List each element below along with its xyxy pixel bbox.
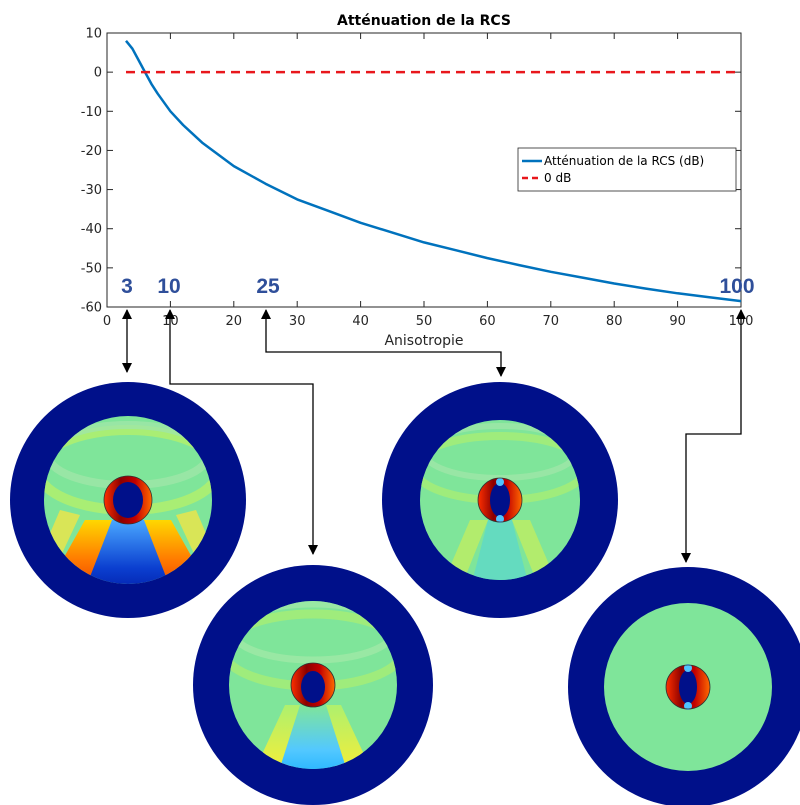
x-tick-label: 90 [669,314,686,329]
y-tick-label: -50 [81,261,102,276]
x-axis-label: Anisotropie [384,333,463,349]
x-tick-label: 30 [289,314,306,329]
y-tick-label: -60 [81,301,102,316]
arrow-10 [165,309,318,555]
legend: Atténuation de la RCS (dB) 0 dB [517,147,737,192]
arrow-25 [261,309,506,377]
marker-label-25: 25 [256,275,280,298]
connector-arrows [122,309,746,563]
marker-label-3: 3 [121,275,133,298]
marker-label-100: 100 [719,275,754,298]
x-tick-label: 50 [416,314,433,329]
y-tick-label: -10 [81,105,102,120]
x-tick-label: 40 [352,314,369,329]
x-tick-label: 80 [606,314,623,329]
series-line-rcs [125,40,742,303]
y-tick-label: -30 [81,183,102,198]
anisotropy-3-field-map [10,382,246,618]
anisotropy-100-field-map [568,567,800,805]
x-tick-label: 60 [479,314,496,329]
x-tick-label: 0 [103,314,111,329]
y-tick-label: 10 [85,27,102,42]
anisotropy-10-field-map [193,565,433,805]
x-tick-label: 20 [226,314,243,329]
arrow-100 [681,309,746,563]
legend-box [517,147,737,192]
legend-entry-rcs: Atténuation de la RCS (dB) [544,154,704,168]
y-tick-label: 0 [94,66,102,81]
series-layer [125,40,742,303]
y-tick-label: -40 [81,222,102,237]
anisotropy-25-field-map [382,382,618,618]
y-axis: 10 0 -10 -20 -30 -40 -50 -60 [81,27,741,316]
y-tick-label: -20 [81,144,102,159]
legend-entry-0db: 0 dB [544,171,571,185]
marker-label-10: 10 [157,275,180,298]
plot-axes: 0 10 20 30 40 50 60 70 80 90 100 100-10-20-30-40-5… [81,13,754,349]
anisotropy-markers: 3 10 25 100 [121,275,754,298]
chart-title: Atténuation de la RCS [337,13,511,29]
x-tick-label: 70 [543,314,560,329]
